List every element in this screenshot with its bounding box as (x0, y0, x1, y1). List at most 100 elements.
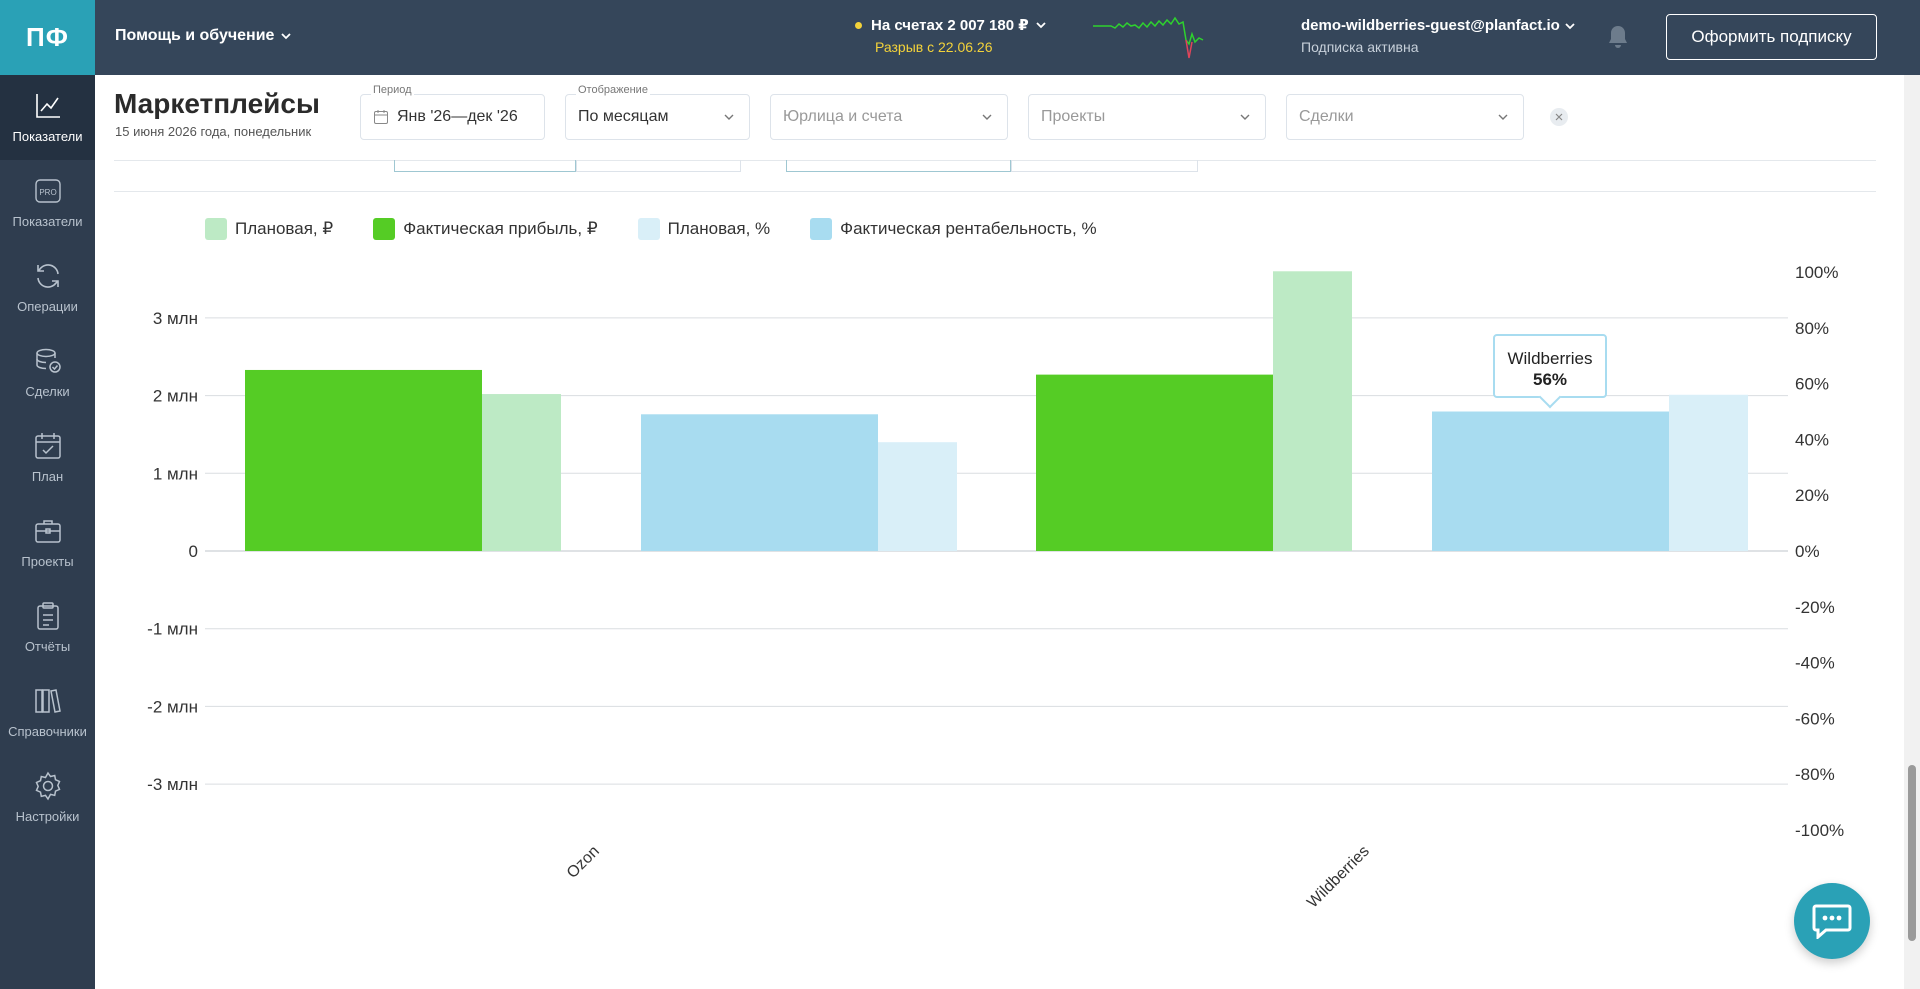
sidebar-item-indicators-pro[interactable]: PRO Показатели (0, 160, 95, 245)
sidebar-item-indicators[interactable]: Показатели (0, 75, 95, 160)
sidebar-item-label: Сделки (25, 384, 70, 399)
account-email: demo-wildberries-guest@planfact.io (1301, 17, 1560, 34)
books-icon (34, 689, 61, 713)
right-axis-tick: -60% (1795, 709, 1835, 728)
category-label: Ozon (564, 843, 603, 882)
segment-tab-clipped[interactable] (576, 160, 741, 172)
legend-label: Фактическая рентабельность, % (840, 219, 1097, 238)
legend-item-actual-margin[interactable]: Фактическая рентабельность, % (810, 218, 1097, 240)
clear-filters-button[interactable] (1550, 108, 1568, 126)
legend-item-plan-rub[interactable]: Плановая, ₽ (205, 218, 333, 240)
bar-ozon-s1 (482, 394, 561, 551)
chevron-down-icon (281, 33, 292, 40)
help-menu-label: Помощь и обучение (115, 27, 275, 44)
balance-widget[interactable]: На счетах 2 007 180 ₽ Разрыв с 22.06.26 (855, 16, 1047, 55)
bar-wildberries-s0 (1036, 374, 1273, 551)
legend-swatch (205, 218, 227, 240)
subscribe-button[interactable]: Оформить подписку (1666, 14, 1877, 60)
right-axis-tick: -100% (1795, 821, 1844, 840)
period-filter-label: Период (371, 84, 414, 96)
left-axis-tick: 1 млн (153, 464, 198, 483)
app-logo[interactable]: ПФ (0, 0, 95, 75)
bell-icon[interactable] (1607, 24, 1629, 50)
sidebar-item-settings[interactable]: Настройки (0, 755, 95, 840)
projects-filter[interactable]: Проекты (1028, 94, 1266, 140)
legend-item-plan-percent[interactable]: Плановая, % (637, 218, 771, 240)
line-chart-icon (35, 94, 60, 118)
sidebar-item-directories[interactable]: Справочники (0, 670, 95, 755)
sidebar-item-projects[interactable]: Проекты (0, 500, 95, 585)
sidebar-item-deals[interactable]: Сделки (0, 330, 95, 415)
bar-wildberries-s1 (1273, 271, 1352, 551)
sidebar-item-label: Отчёты (24, 639, 71, 654)
legal-entities-filter[interactable]: Юрлица и счета (770, 94, 1008, 140)
legend-label: Плановая, % (667, 219, 771, 238)
calendar-check-icon (34, 433, 61, 459)
close-icon (1555, 113, 1563, 121)
right-axis-tick: 0% (1795, 542, 1820, 561)
chevron-down-icon (1240, 114, 1250, 120)
legend-label: Фактическая прибыль, ₽ (403, 219, 598, 238)
sidebar-item-plan[interactable]: План (0, 415, 95, 500)
sidebar-item-operations[interactable]: Операции (0, 245, 95, 330)
legal-entities-placeholder: Юрлица и счета (783, 108, 903, 125)
deals-filter[interactable]: Сделки (1286, 94, 1524, 140)
right-axis-tick: 40% (1795, 430, 1829, 449)
gear-icon (35, 771, 60, 801)
chart-legend: Плановая, ₽ Фактическая прибыль, ₽ Плано… (205, 218, 1137, 240)
left-axis-tick: 3 млн (153, 309, 198, 328)
briefcase-icon (34, 520, 61, 543)
right-axis-tick: 20% (1795, 486, 1829, 505)
segment-tab-clipped[interactable] (394, 160, 576, 172)
status-dot (855, 21, 862, 29)
deals-placeholder: Сделки (1299, 108, 1354, 125)
sidebar-item-reports[interactable]: Отчёты (0, 585, 95, 670)
sidebar-item-label: Проекты (21, 554, 74, 569)
sidebar-item-label: Настройки (15, 809, 80, 824)
help-menu[interactable]: Помощь и обучение (115, 27, 292, 45)
right-axis-tick: -80% (1795, 765, 1835, 784)
bar-wildberries-s2 (1432, 411, 1669, 551)
legend-swatch (373, 218, 396, 240)
display-filter[interactable]: Отображение По месяцам (565, 84, 750, 140)
sidebar: ПФ Показатели PRO Показатели Операции Сд… (0, 0, 95, 989)
chevron-down-icon (724, 114, 734, 120)
svg-text:PRO: PRO (39, 188, 56, 197)
legend-item-actual-profit[interactable]: Фактическая прибыль, ₽ (373, 218, 598, 240)
right-axis-tick: -40% (1795, 654, 1835, 673)
left-axis-tick: -1 млн (147, 620, 198, 639)
right-axis-tick: 80% (1795, 319, 1829, 338)
left-axis-tick: -2 млн (147, 697, 198, 716)
left-axis-tick: -3 млн (147, 775, 198, 794)
balance-sparkline (1093, 16, 1204, 59)
subscription-status: Подписка активна (1301, 39, 1419, 55)
chevron-down-icon (1498, 114, 1508, 120)
chat-button[interactable] (1794, 883, 1870, 959)
scrollbar-thumb[interactable] (1908, 765, 1916, 941)
calendar-icon (374, 110, 388, 124)
database-check-icon (35, 348, 61, 373)
chat-bubble-icon (1812, 904, 1852, 939)
bar-wildberries-s3 (1669, 394, 1748, 551)
refresh-icon (36, 264, 59, 288)
sidebar-item-label: Показатели (12, 214, 83, 229)
header-divider (114, 160, 1876, 161)
balance-amount: На счетах 2 007 180 ₽ (871, 17, 1029, 34)
cash-gap-date: Разрыв с 22.06.26 (875, 39, 993, 55)
legend-swatch (810, 218, 833, 240)
period-filter-value: Янв '26—дек '26 (397, 108, 518, 125)
left-axis-tick: 0 (189, 542, 198, 561)
bar-ozon-s2 (641, 414, 878, 551)
sidebar-item-label: План (31, 469, 64, 484)
account-menu[interactable]: demo-wildberries-guest@planfact.io Подпи… (1301, 17, 1576, 55)
period-filter[interactable]: Период Янв '26—дек '26 (360, 84, 545, 140)
page-scrollbar[interactable] (1904, 75, 1920, 989)
clipboard-icon (36, 602, 59, 630)
legend-swatch (637, 218, 660, 240)
segment-tab-clipped[interactable] (786, 160, 1011, 172)
pro-badge-icon: PRO (34, 179, 61, 203)
sidebar-item-label: Показатели (12, 129, 83, 144)
segment-tab-clipped[interactable] (1011, 160, 1198, 172)
left-axis-tick: 2 млн (153, 387, 198, 406)
